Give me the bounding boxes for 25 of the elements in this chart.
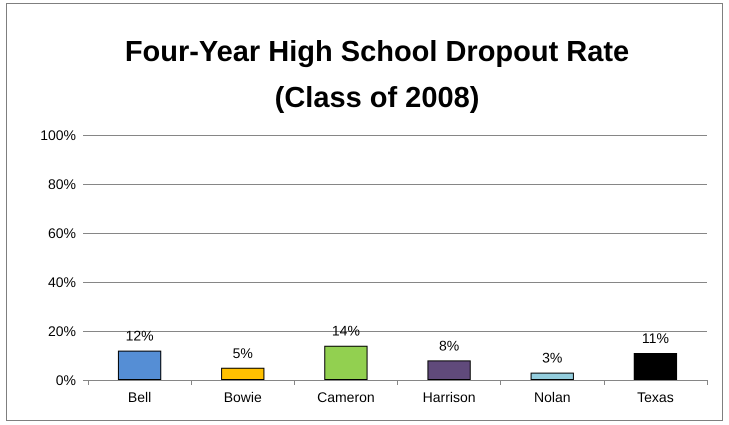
y-tick-label: 100% <box>40 127 76 143</box>
bar <box>118 350 162 380</box>
y-tick-label: 0% <box>56 372 76 388</box>
y-tick-label: 40% <box>48 274 76 290</box>
data-label: 5% <box>232 344 253 361</box>
x-tick-label: Cameron <box>317 389 375 405</box>
data-label: 8% <box>438 337 460 354</box>
y-tick-label: 20% <box>48 323 76 339</box>
x-tick-label: Texas <box>637 389 674 405</box>
chart-title: Four-Year High School Dropout Rate (Class of 2008) <box>124 36 630 114</box>
data-label: 11% <box>642 330 669 346</box>
bar <box>634 353 678 380</box>
y-tick-label: 60% <box>48 225 76 241</box>
bar <box>221 368 264 380</box>
x-tick-label: Bell <box>128 389 152 405</box>
data-label: 12% <box>126 328 154 344</box>
bar <box>324 346 368 380</box>
bar <box>530 372 574 380</box>
bar <box>427 360 471 380</box>
x-tick-label: Nolan <box>534 389 571 405</box>
x-tick-label: Bowie <box>224 389 262 405</box>
data-label: 3% <box>542 350 562 366</box>
x-tick-label: Harrison <box>422 389 476 405</box>
data-label: 14% <box>332 322 360 339</box>
y-tick-label: 80% <box>48 176 76 192</box>
